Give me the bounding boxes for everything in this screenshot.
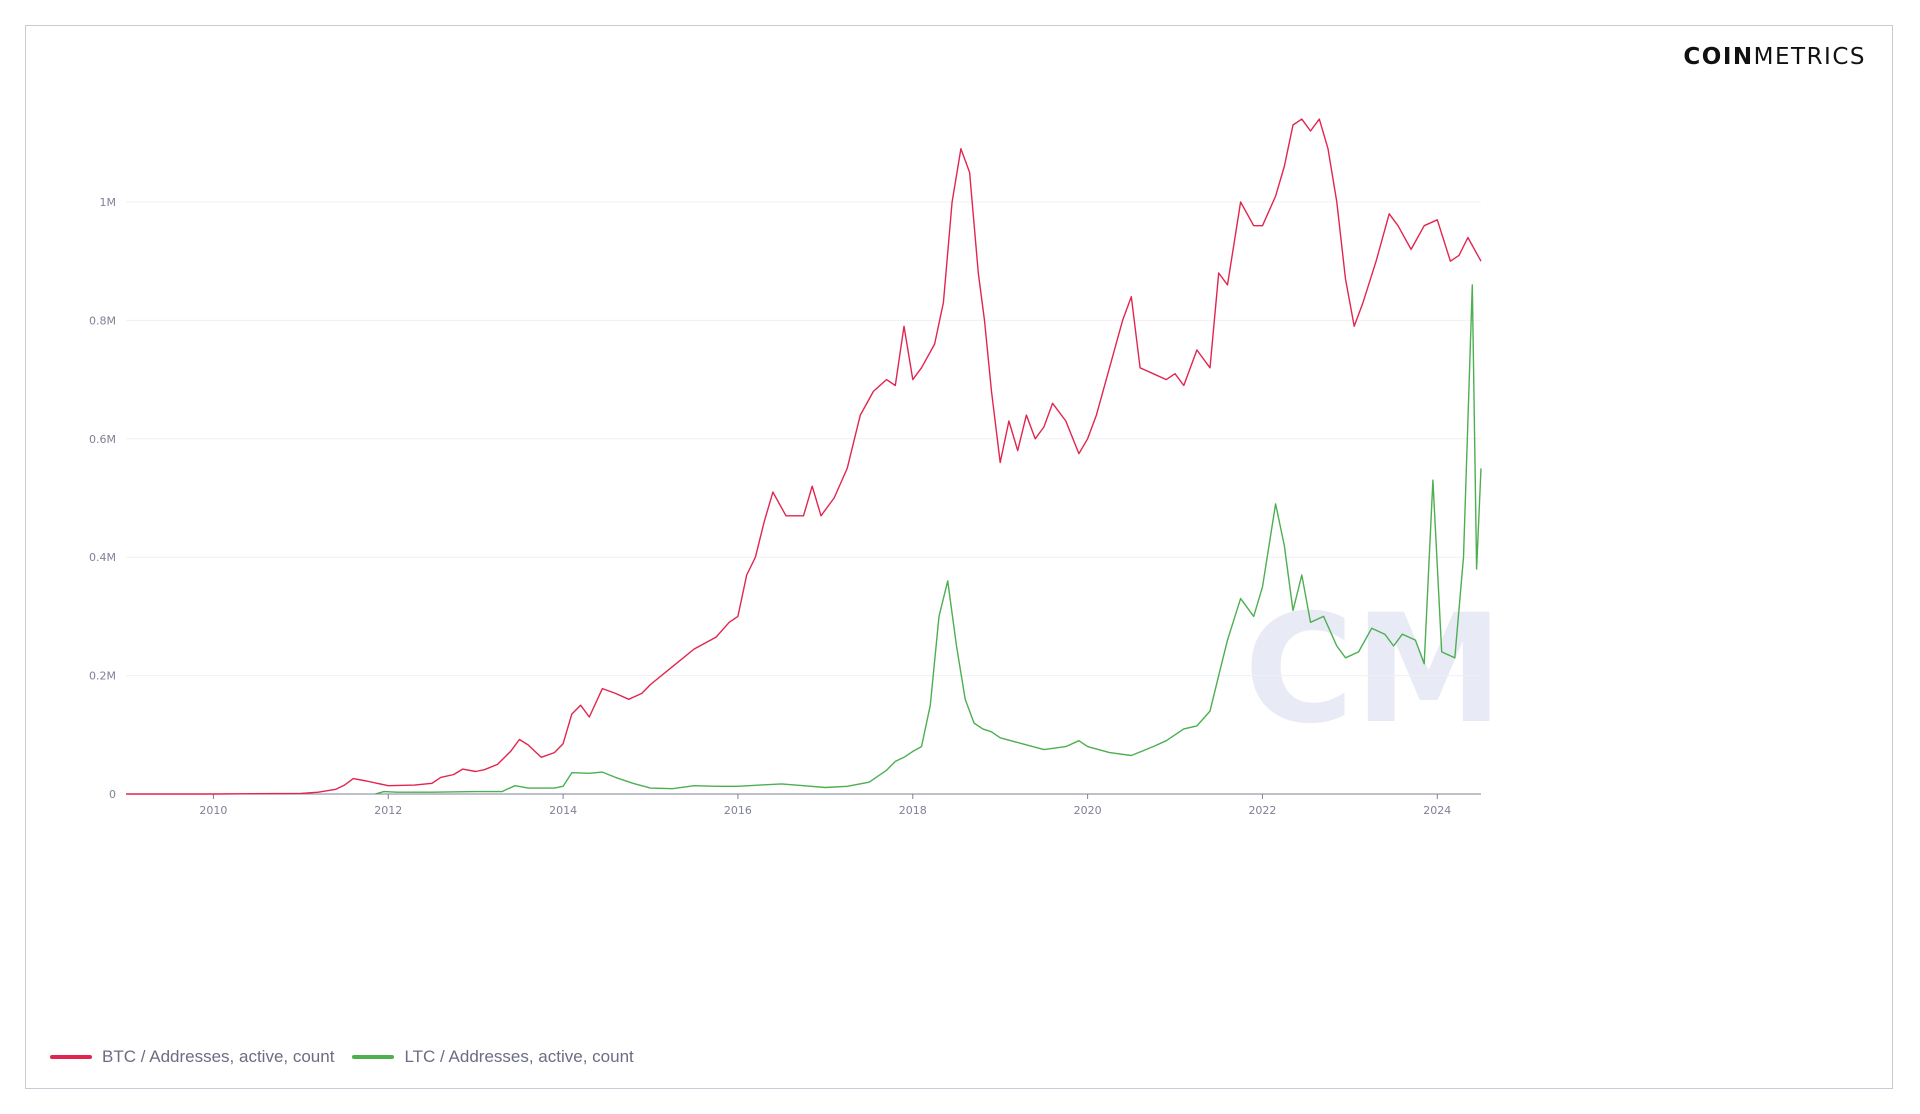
y-tick-label: 0.2M bbox=[89, 670, 116, 683]
y-tick-label: 1M bbox=[100, 196, 117, 209]
x-tick-label: 2024 bbox=[1423, 804, 1451, 817]
logo-bold: COIN bbox=[1683, 44, 1754, 70]
logo-light: METRICS bbox=[1753, 44, 1866, 70]
y-tick-label: 0 bbox=[109, 788, 116, 801]
x-tick-label: 2020 bbox=[1074, 804, 1102, 817]
legend-label-ltc: LTC / Addresses, active, count bbox=[404, 1047, 634, 1066]
ltc-series-line bbox=[374, 284, 1482, 795]
legend-item-btc[interactable]: BTC / Addresses, active, count bbox=[50, 1047, 334, 1067]
chart-frame: COINMETRICS CM 0 0.2M 0.4M 0.6M 0.8M 1M 2010 201… bbox=[25, 25, 1893, 1089]
x-tick-label: 2018 bbox=[899, 804, 927, 817]
legend: BTC / Addresses, active, count LTC / Add… bbox=[50, 1047, 634, 1067]
legend-swatch-btc bbox=[50, 1055, 92, 1059]
legend-item-ltc[interactable]: LTC / Addresses, active, count bbox=[352, 1047, 634, 1067]
watermark-text: CM bbox=[1244, 583, 1503, 757]
y-tick-label: 0.6M bbox=[89, 433, 116, 446]
btc-series-line bbox=[126, 118, 1482, 795]
x-tick-label: 2014 bbox=[549, 804, 577, 817]
x-tick-label: 2012 bbox=[374, 804, 402, 817]
y-tick-label: 0.4M bbox=[89, 551, 116, 564]
x-tick-label: 2010 bbox=[199, 804, 227, 817]
line-chart: CM 0 0.2M 0.4M 0.6M 0.8M 1M 2010 2012 2014 2016 201… bbox=[89, 118, 1503, 817]
coinmetrics-logo: COINMETRICS bbox=[1683, 44, 1866, 70]
x-tick-label: 2016 bbox=[724, 804, 752, 817]
y-tick-label: 0.8M bbox=[89, 314, 116, 327]
x-tick-label: 2022 bbox=[1248, 804, 1276, 817]
legend-swatch-ltc bbox=[352, 1055, 395, 1059]
legend-label-btc: BTC / Addresses, active, count bbox=[102, 1047, 335, 1066]
